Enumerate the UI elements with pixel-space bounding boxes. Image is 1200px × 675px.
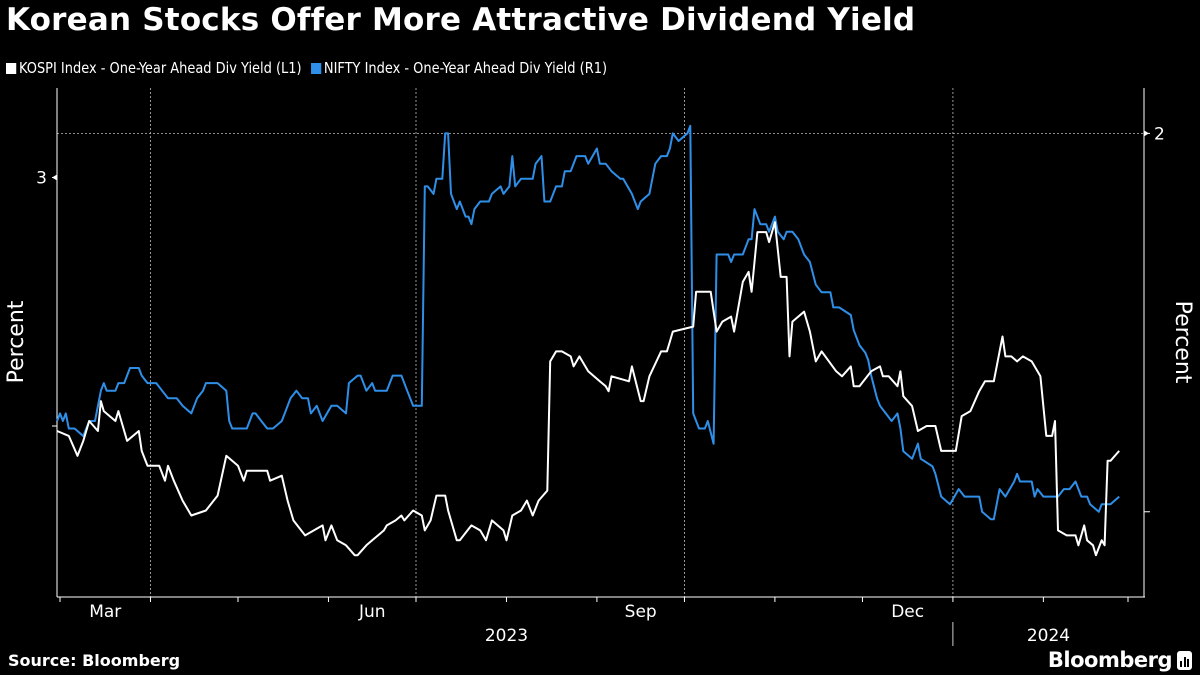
axis-labels: Percent Percent Mar Jun Sep Dec 2023 2024 3 2 xyxy=(4,124,1195,646)
right-axis-marker-icon xyxy=(1144,130,1149,137)
legend-item-kospi: KOSPI Index - One-Year Ahead Div Yield (… xyxy=(6,59,302,77)
bloomberg-chart-icon xyxy=(1177,650,1192,670)
x-year-label: 2023 xyxy=(485,626,528,646)
legend-item-nifty: NIFTY Index - One-Year Ahead Div Yield (… xyxy=(310,59,608,77)
left-axis-marker-icon xyxy=(52,174,57,181)
y-axis-label-right: Percent xyxy=(1170,301,1195,384)
legend-swatch-kospi xyxy=(6,62,17,74)
x-tick-label: Dec xyxy=(891,602,924,622)
left-y-tick-label: 3 xyxy=(36,168,47,188)
x-tick-label: Mar xyxy=(89,602,121,622)
series-line-kospi xyxy=(56,221,1120,557)
axes xyxy=(52,88,1150,646)
source-note: Source: Bloomberg xyxy=(8,651,181,670)
y-axis-label-left: Percent xyxy=(4,300,29,383)
legend-label-nifty: NIFTY Index - One-Year Ahead Div Yield (… xyxy=(323,59,608,77)
legend: KOSPI Index - One-Year Ahead Div Yield (… xyxy=(6,59,607,77)
bloomberg-logo-text: Bloomberg xyxy=(1047,648,1173,672)
x-tick-label: Sep xyxy=(625,602,657,622)
legend-label-kospi: KOSPI Index - One-Year Ahead Div Yield (… xyxy=(19,59,302,77)
series-lines xyxy=(56,124,1120,557)
bloomberg-logo: Bloomberg xyxy=(1048,648,1192,672)
chart-title: Korean Stocks Offer More Attractive Divi… xyxy=(6,2,916,38)
x-tick-label: Jun xyxy=(358,602,386,622)
series-line-nifty xyxy=(56,124,1120,521)
legend-swatch-nifty xyxy=(310,62,322,74)
x-year-label: 2024 xyxy=(1027,626,1070,646)
right-y-tick-label: 2 xyxy=(1154,124,1165,144)
